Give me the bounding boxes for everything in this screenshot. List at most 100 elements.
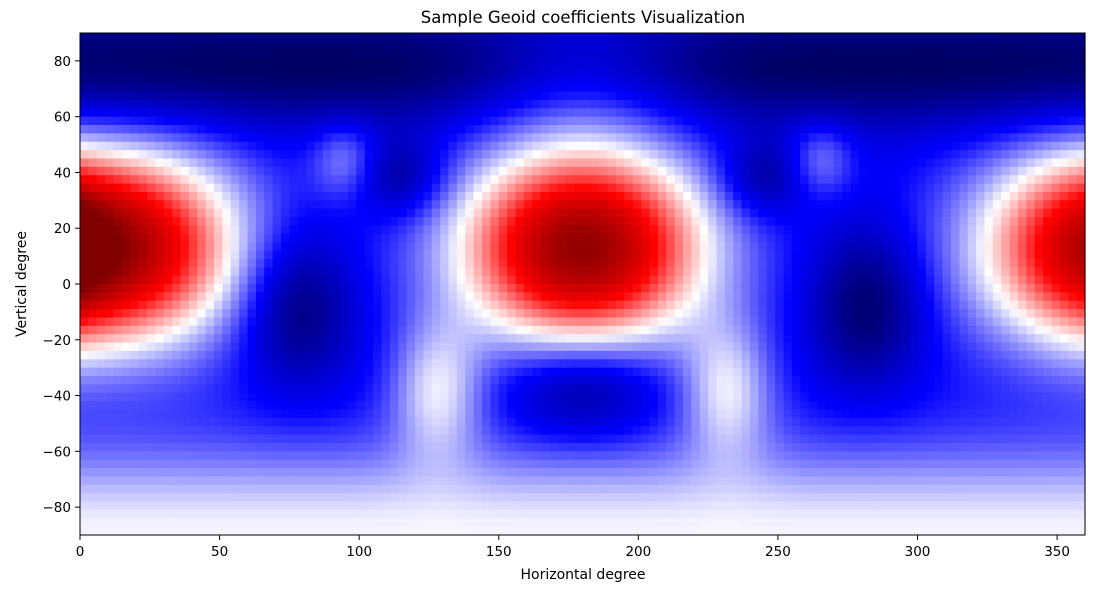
heatmap-cell [825, 66, 835, 76]
heatmap-cell [138, 250, 148, 260]
heatmap-cell [1059, 58, 1069, 68]
heatmap-cell [523, 158, 533, 168]
heatmap-cell [1076, 258, 1086, 268]
heatmap-cell [724, 309, 734, 319]
heatmap-cell [222, 150, 232, 160]
heatmap-cell [1043, 66, 1053, 76]
heatmap-cell [666, 200, 676, 210]
heatmap-cell [297, 183, 307, 193]
heatmap-cell [733, 208, 743, 218]
heatmap-cell [214, 41, 223, 51]
heatmap-cell [808, 217, 818, 227]
heatmap-cell [80, 217, 89, 227]
heatmap-cell [833, 367, 843, 377]
heatmap-cell [490, 116, 500, 126]
heatmap-cell [96, 116, 106, 126]
heatmap-cell [565, 133, 575, 143]
heatmap-cell [356, 250, 366, 260]
heatmap-cell [138, 367, 148, 377]
heatmap-cell [440, 191, 450, 201]
heatmap-cell [1043, 334, 1053, 344]
heatmap-cell [666, 233, 676, 243]
heatmap-cell [607, 175, 617, 185]
heatmap-cell [440, 133, 450, 143]
heatmap-cell [599, 325, 609, 335]
heatmap-cell [163, 158, 173, 168]
heatmap-cell [297, 166, 307, 176]
heatmap-cell [817, 125, 826, 134]
heatmap-cell [130, 166, 140, 176]
heatmap-cell [800, 99, 810, 109]
heatmap-cell [934, 141, 944, 151]
heatmap-cell [909, 309, 919, 319]
heatmap-cell [1026, 367, 1036, 377]
heatmap-cell [683, 83, 692, 93]
heatmap-cell [825, 217, 835, 227]
heatmap-cell [381, 33, 391, 42]
heatmap-cell [482, 334, 491, 344]
heatmap-cell [1034, 258, 1044, 268]
heatmap-cell [758, 317, 768, 327]
heatmap-cell [917, 258, 927, 268]
heatmap-cell [574, 225, 584, 235]
heatmap-cell [758, 166, 768, 176]
heatmap-cell [523, 83, 533, 93]
heatmap-cell [1059, 166, 1069, 176]
heatmap-cell [415, 158, 424, 168]
heatmap-cell [356, 225, 366, 235]
heatmap-cell [532, 125, 542, 134]
heatmap-cell [674, 99, 684, 109]
heatmap-cell [180, 250, 190, 260]
heatmap-cell [163, 141, 173, 151]
heatmap-cell [925, 292, 935, 302]
heatmap-cell [616, 33, 625, 42]
heatmap-cell [833, 125, 843, 134]
heatmap-cell [456, 292, 466, 302]
heatmap-cell [1068, 133, 1078, 143]
heatmap-cell [247, 133, 257, 143]
heatmap-cell [490, 284, 500, 293]
heatmap-cell [1059, 267, 1069, 277]
heatmap-cell [255, 166, 265, 176]
heatmap-cell [632, 74, 642, 84]
heatmap-cell [959, 233, 969, 243]
heatmap-cell [657, 183, 667, 193]
heatmap-cell [105, 208, 115, 218]
heatmap-cell [632, 376, 642, 385]
heatmap-cell [791, 66, 801, 76]
heatmap-cell [951, 66, 960, 76]
heatmap-cell [188, 267, 198, 277]
heatmap-cell [389, 284, 399, 293]
heatmap-cell [121, 49, 131, 59]
heatmap-cell [297, 225, 307, 235]
heatmap-cell [264, 166, 274, 176]
heatmap-cell [867, 141, 877, 151]
heatmap-cell [641, 191, 651, 201]
heatmap-cell [373, 217, 383, 227]
heatmap-cell [138, 350, 148, 360]
heatmap-cell [808, 125, 818, 134]
heatmap-cell [624, 200, 634, 210]
heatmap-cell [465, 66, 475, 76]
heatmap-cell [465, 225, 475, 235]
heatmap-cell [850, 91, 860, 101]
heatmap-cell [783, 334, 793, 344]
heatmap-cell [172, 376, 182, 385]
heatmap-cell [138, 99, 148, 109]
heatmap-cell [255, 376, 265, 385]
heatmap-cell [289, 116, 299, 126]
heatmap-cell [1059, 150, 1069, 160]
heatmap-cell [850, 183, 860, 193]
heatmap-cell [758, 49, 768, 59]
heatmap-cell [113, 191, 123, 201]
heatmap-cell [138, 342, 148, 352]
heatmap-cell [867, 342, 877, 352]
heatmap-cell [515, 58, 525, 68]
heatmap-cell [322, 74, 332, 84]
heatmap-cell [825, 292, 835, 302]
heatmap-cell [180, 376, 190, 385]
heatmap-cell [1034, 41, 1044, 51]
heatmap-cell [741, 325, 751, 335]
heatmap-cell [649, 200, 659, 210]
